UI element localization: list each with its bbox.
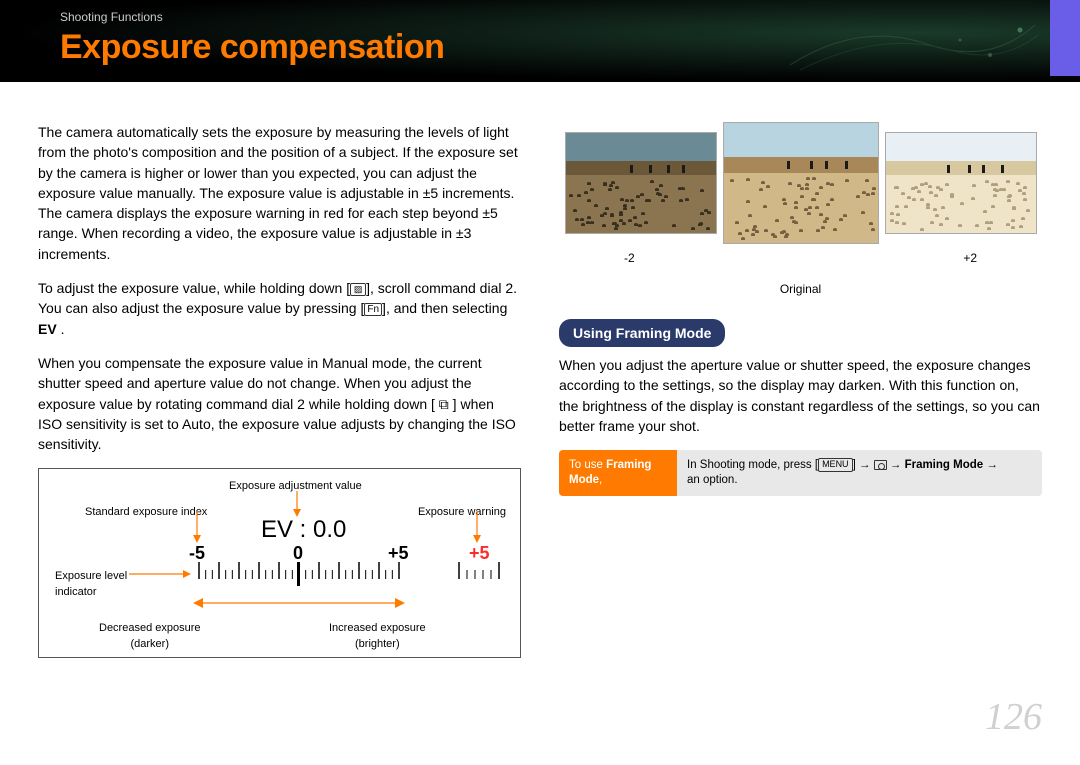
framing-mode-paragraph: When you adjust the aperture value or sh… bbox=[559, 355, 1042, 436]
instruction-left: To use Framing Mode, bbox=[559, 450, 677, 496]
ev-scale-svg: EV : 0.0 -5 0 +5 +5 bbox=[49, 469, 529, 629]
right-column: -2 +2 Original Using Framing Mode When y… bbox=[559, 122, 1042, 658]
breadcrumb: Shooting Functions bbox=[60, 10, 163, 24]
framing-mode-heading: Using Framing Mode bbox=[559, 319, 725, 347]
instruction-row: To use Framing Mode, In Shooting mode, p… bbox=[559, 450, 1042, 496]
ev-diagram: Exposure adjustment value Standard expos… bbox=[38, 468, 521, 658]
page-number: 126 bbox=[985, 695, 1042, 739]
manual-mode-paragraph: When you compensate the exposure value i… bbox=[38, 353, 521, 454]
fn-icon: Fn bbox=[364, 303, 382, 316]
svg-text:0: 0 bbox=[293, 543, 303, 563]
photo-labels: -2 +2 bbox=[559, 250, 1042, 267]
camera-icon bbox=[874, 460, 887, 470]
left-column: The camera automatically sets the exposu… bbox=[38, 122, 521, 658]
instruction-right: In Shooting mode, press [MENU] → → Frami… bbox=[677, 450, 1042, 496]
svg-text:-5: -5 bbox=[189, 543, 205, 563]
svg-text:+5: +5 bbox=[388, 543, 409, 563]
intro-paragraph: The camera automatically sets the exposu… bbox=[38, 122, 521, 264]
photo-original bbox=[723, 122, 879, 244]
side-tab bbox=[1050, 0, 1080, 76]
label-original: Original bbox=[559, 281, 1042, 298]
label-plus-2: +2 bbox=[963, 250, 977, 267]
ev-value: EV : 0.0 bbox=[261, 516, 346, 543]
menu-icon: MENU bbox=[818, 458, 853, 472]
label-minus-2: -2 bbox=[624, 250, 635, 267]
page-title: Exposure compensation bbox=[60, 28, 444, 67]
photo-minus-2 bbox=[565, 132, 717, 234]
example-photos-row bbox=[559, 122, 1042, 244]
svg-text:+5: +5 bbox=[469, 543, 490, 563]
photo-plus-2 bbox=[885, 132, 1037, 234]
decorative-swirl bbox=[780, 10, 1040, 80]
ev-icon: ▨ bbox=[350, 283, 366, 296]
adjust-paragraph: To adjust the exposure value, while hold… bbox=[38, 278, 521, 339]
content-area: The camera automatically sets the exposu… bbox=[38, 122, 1042, 658]
